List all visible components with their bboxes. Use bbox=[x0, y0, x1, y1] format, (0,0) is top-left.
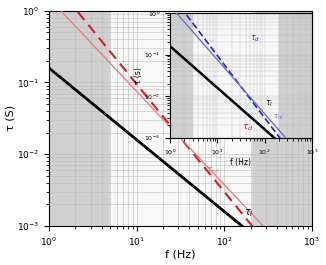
Bar bbox=[49, 11, 110, 226]
Bar bbox=[110, 11, 251, 226]
Bar bbox=[251, 11, 312, 226]
X-axis label: f (Hz): f (Hz) bbox=[165, 249, 196, 259]
Text: $\tau_{nl}$: $\tau_{nl}$ bbox=[206, 166, 219, 176]
Text: $\tau_d$: $\tau_d$ bbox=[242, 123, 254, 133]
Text: $\tau_l$: $\tau_l$ bbox=[244, 207, 254, 219]
Bar bbox=[49, 11, 110, 226]
Y-axis label: τ (S): τ (S) bbox=[6, 105, 16, 131]
Bar bbox=[110, 11, 251, 226]
